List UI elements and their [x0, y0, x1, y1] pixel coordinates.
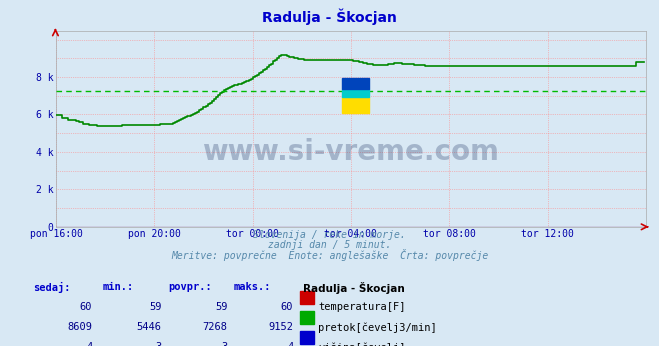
- Text: maks.:: maks.:: [234, 282, 272, 292]
- Bar: [342, 98, 368, 113]
- Text: 60: 60: [80, 302, 92, 312]
- Text: Meritve: povprečne  Enote: anglešaške  Črta: povprečje: Meritve: povprečne Enote: anglešaške Črt…: [171, 249, 488, 262]
- Text: www.si-vreme.com: www.si-vreme.com: [202, 138, 500, 166]
- Text: 9152: 9152: [268, 322, 293, 332]
- Text: 60: 60: [281, 302, 293, 312]
- Text: pretok[čevelj3/min]: pretok[čevelj3/min]: [318, 322, 437, 333]
- Text: Slovenija / reke in morje.: Slovenija / reke in morje.: [253, 230, 406, 240]
- Bar: [342, 78, 368, 89]
- Text: 3: 3: [221, 342, 227, 346]
- Text: zadnji dan / 5 minut.: zadnji dan / 5 minut.: [268, 240, 391, 250]
- Text: 59: 59: [215, 302, 227, 312]
- Text: 7268: 7268: [202, 322, 227, 332]
- Text: višina[čevelj]: višina[čevelj]: [318, 342, 406, 346]
- Bar: [342, 89, 368, 98]
- Text: 3: 3: [156, 342, 161, 346]
- Text: temperatura[F]: temperatura[F]: [318, 302, 406, 312]
- Text: 4: 4: [86, 342, 92, 346]
- Text: Radulja - Škocjan: Radulja - Škocjan: [262, 9, 397, 25]
- Text: povpr.:: povpr.:: [168, 282, 212, 292]
- Text: 5446: 5446: [136, 322, 161, 332]
- Text: 8609: 8609: [67, 322, 92, 332]
- Text: Radulja - Škocjan: Radulja - Škocjan: [303, 282, 405, 294]
- Text: 4: 4: [287, 342, 293, 346]
- Text: min.:: min.:: [102, 282, 133, 292]
- Text: sedaj:: sedaj:: [33, 282, 71, 293]
- Text: 59: 59: [149, 302, 161, 312]
